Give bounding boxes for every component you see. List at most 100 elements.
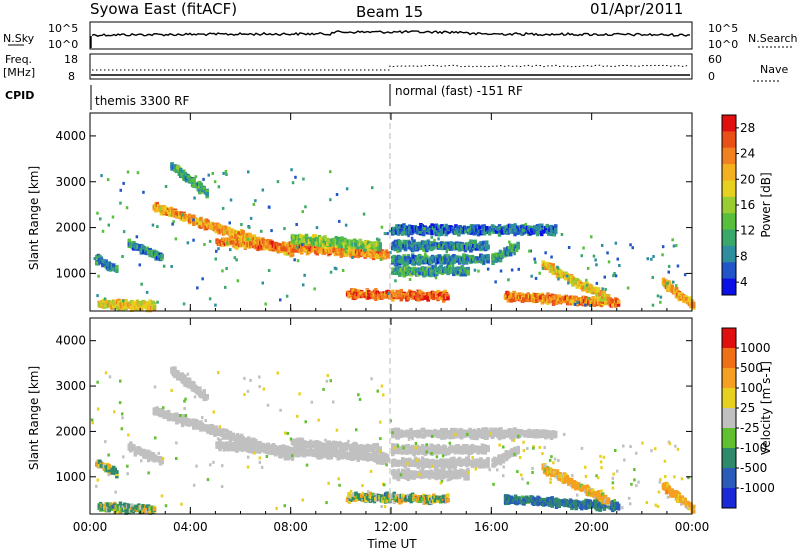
echo-cell — [358, 238, 363, 243]
beam-title: Beam 15 — [356, 3, 423, 21]
echo-cell — [370, 241, 374, 246]
echo-cell — [419, 229, 423, 234]
echo-cell — [208, 297, 212, 301]
echo-band — [391, 239, 490, 253]
echo-cell — [226, 241, 229, 245]
echo-cell — [451, 264, 455, 268]
echo-cell — [396, 231, 401, 236]
echo-cell — [334, 244, 339, 249]
echo-cell — [246, 237, 250, 241]
echo-cell — [183, 375, 187, 379]
echo-cell — [199, 390, 203, 395]
echo-cell — [503, 247, 507, 252]
echo-cell — [181, 213, 184, 217]
echo-cell — [378, 242, 382, 247]
echo-cell — [602, 290, 606, 295]
echo-cell — [393, 227, 398, 232]
echo-cell — [431, 226, 436, 231]
echo-cell — [175, 414, 179, 419]
echo-cell — [283, 227, 286, 231]
echo-cell — [595, 281, 599, 285]
echo-cell — [392, 254, 396, 259]
echo-cell — [463, 230, 467, 234]
echo-cell — [217, 185, 221, 189]
echo-cell — [398, 248, 402, 253]
echo-cell — [199, 427, 203, 432]
echo-cell — [121, 255, 124, 258]
echo-cell — [202, 389, 206, 394]
echo-cell — [235, 245, 239, 250]
echo-cell — [443, 289, 447, 294]
echo-cell — [201, 277, 204, 281]
echo-cell — [103, 297, 107, 301]
echo-cell — [166, 409, 171, 414]
echo-cell — [302, 177, 305, 181]
echo-cell — [252, 202, 256, 206]
echo-cell — [675, 244, 678, 247]
echo-cell — [509, 298, 513, 303]
echo-cell — [516, 241, 520, 246]
echo-cell — [273, 247, 278, 252]
echo-cell — [567, 281, 570, 285]
echo-cell — [508, 240, 511, 244]
echo-cell — [313, 234, 317, 239]
echo-cell — [424, 259, 427, 263]
echo-cell — [437, 254, 442, 259]
echo-cell — [202, 177, 205, 181]
echo-cell — [546, 292, 550, 297]
echo-cell — [301, 210, 304, 214]
echo-cell — [380, 225, 384, 229]
echo-cell — [333, 266, 337, 270]
echo-cell — [595, 263, 598, 267]
echo-cell — [534, 260, 537, 264]
echo-cell — [573, 303, 577, 306]
nsky-panel: N.Sky 10^5 10^0 10^5 10^0 N.Search — [3, 21, 798, 51]
echo-cell — [544, 251, 547, 255]
echo-cell — [557, 277, 560, 281]
echo-cell — [205, 394, 209, 398]
echo-cell — [463, 272, 467, 277]
echo-cell — [388, 229, 392, 233]
echo-band — [127, 441, 164, 466]
echo-cell — [247, 170, 250, 174]
echo-cell — [478, 225, 482, 230]
echo-cell — [565, 274, 569, 278]
echo-cell — [228, 221, 231, 225]
echo-cell — [140, 282, 143, 286]
echo-cell — [225, 173, 228, 176]
echo-cell — [198, 386, 202, 391]
echo-cell — [101, 263, 105, 268]
echo-cell — [145, 452, 149, 457]
echo-cell — [217, 247, 220, 251]
echo-cell — [666, 281, 669, 285]
echo-cell — [222, 171, 225, 175]
freq-unit: [MHz] — [3, 66, 35, 79]
echo-cell — [616, 302, 621, 307]
echo-cell — [484, 241, 489, 246]
echo-cell — [175, 412, 179, 417]
echo-cell — [528, 249, 531, 253]
echo-cell — [311, 248, 315, 253]
echo-cell — [394, 279, 397, 283]
echo-cell — [554, 227, 558, 232]
echo-cell — [429, 241, 433, 245]
echo-cell — [480, 260, 483, 264]
echo-cell — [467, 228, 470, 232]
echo-cell — [303, 273, 306, 277]
echo-cell — [202, 391, 206, 396]
echo-cell — [182, 217, 186, 222]
echo-cell — [230, 228, 234, 233]
echo-cell — [482, 224, 486, 229]
echo-cell — [449, 241, 453, 246]
echo-cell — [198, 188, 201, 192]
echo-cell — [192, 381, 196, 386]
echo-cell — [399, 288, 403, 293]
echo-cell — [592, 254, 596, 258]
echo-cell — [214, 425, 219, 430]
echo-cell — [160, 256, 164, 261]
date-title: 01/Apr/2011 — [590, 0, 683, 18]
echo-cell — [339, 253, 343, 258]
nsky-frame — [89, 21, 693, 50]
echo-cell — [136, 171, 140, 175]
echo-cell — [202, 187, 206, 191]
